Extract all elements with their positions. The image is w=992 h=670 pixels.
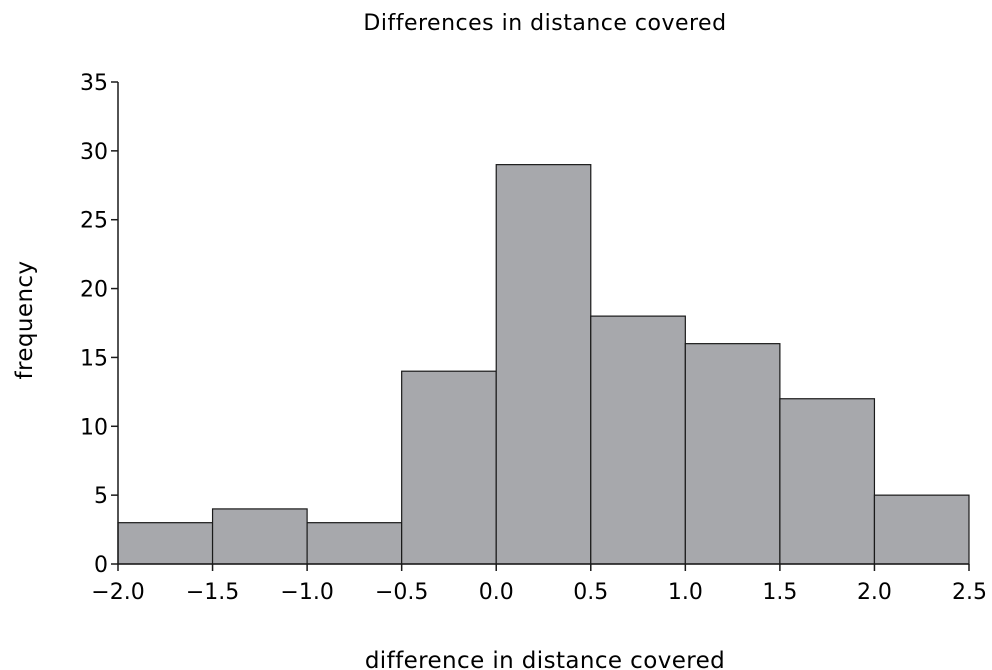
histogram-bar-6: [684, 343, 781, 565]
chart-title: Differences in distance covered: [363, 11, 726, 36]
y-tick-label-3: 15: [80, 346, 108, 371]
x-tick-label-5: 0.5: [573, 580, 608, 605]
histogram-bar-1: [211, 508, 308, 565]
x-tick-label-1: −1.5: [186, 580, 239, 605]
x-tick-label-3: −0.5: [375, 580, 428, 605]
x-tick-label-7: 1.5: [762, 580, 797, 605]
y-tick-label-7: 35: [80, 71, 108, 96]
x-tick-label-9: 2.5: [952, 580, 987, 605]
y-tick-label-2: 10: [80, 415, 108, 440]
histogram-bar-3: [401, 370, 497, 565]
histogram-bar-2: [306, 522, 403, 565]
y-tick-label-4: 20: [80, 278, 108, 303]
x-axis-label: difference in distance covered: [365, 648, 725, 670]
bars-group: [117, 164, 970, 565]
histogram-bar-4: [495, 164, 592, 565]
histogram-bar-8: [873, 494, 970, 565]
axes-group: 0 5 10 15 20 25 30 35 −2.0 −1.5 −1.0 −0.5 0.0 0.5 1.0 1…: [80, 71, 987, 605]
histogram-bar-7: [779, 398, 876, 565]
y-tick-label-6: 30: [80, 140, 108, 165]
x-tick-label-6: 1.0: [668, 580, 703, 605]
x-tick-label-4: 0.0: [479, 580, 514, 605]
x-tick-label-2: −1.0: [280, 580, 333, 605]
y-tick-label-1: 5: [94, 484, 108, 509]
x-tick-label-8: 2.0: [857, 580, 892, 605]
x-tick-label-0: −2.0: [91, 580, 144, 605]
histogram-bar-5: [590, 315, 686, 565]
y-tick-label-5: 25: [80, 209, 108, 234]
y-axis-label: frequency: [12, 261, 38, 380]
y-tick-label-0: 0: [94, 553, 108, 578]
histogram-bar-0: [117, 522, 214, 565]
